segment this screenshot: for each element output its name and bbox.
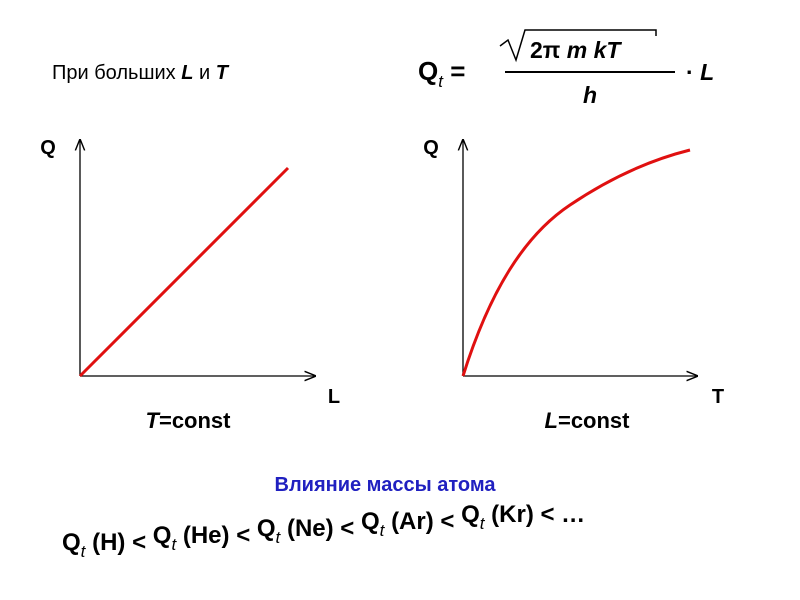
graph-caption: L=const (545, 408, 631, 433)
comparison-part: t (480, 514, 486, 533)
y-label-part: Q (40, 137, 56, 159)
sqrt-curve (461, 148, 691, 377)
graph-caption: T=const (146, 408, 232, 433)
graph-caption-part: const (172, 408, 231, 433)
condition-part: T (216, 62, 230, 84)
comparison-part: < (132, 529, 146, 556)
formula-lhs: Qt = (418, 56, 465, 93)
comparison-part: (H) (92, 529, 125, 556)
comparison-part: Q (361, 508, 380, 535)
formula-denominator: h (583, 82, 597, 108)
comparison-part: (Kr) (491, 501, 534, 528)
comparison-part: t (81, 542, 87, 561)
comparison-part: Q (461, 501, 480, 528)
comparison-part: < (340, 515, 354, 542)
comparison-part: t (276, 528, 282, 547)
comparison-part: Q (153, 522, 172, 549)
texts: При больших L и T Qt =2π m kTh· LQLT=cons… (40, 37, 724, 563)
comparison-part: (Ne) (287, 515, 334, 542)
comparison-part: < (236, 522, 250, 549)
y-label: Q (40, 137, 56, 159)
y-label-part: Q (423, 137, 439, 159)
comparison-part: Q (257, 515, 276, 542)
condition-part: и (199, 62, 210, 84)
formula-factor-part: · (686, 59, 694, 85)
graph-caption-part: = (558, 408, 571, 433)
x-label-part: L (328, 386, 340, 408)
graph-caption-part: L (545, 408, 558, 433)
comparison-part: … (561, 501, 585, 528)
formula-denominator-part: h (583, 82, 597, 108)
formula-numerator-part: 2π (530, 37, 560, 63)
x-label: L (328, 386, 340, 408)
comparison: Qt (H) < Qt (He) < Qt (Ne) < Qt (Ar) < Q… (62, 501, 585, 563)
graph-caption-part: const (571, 408, 630, 433)
comparison-part: Q (62, 529, 81, 556)
linear-curve (78, 166, 290, 378)
formula-numerator: 2π m kT (530, 37, 622, 63)
formula-factor: · L (686, 59, 714, 85)
comparison-part: < (540, 501, 554, 528)
y-label: Q (423, 137, 439, 159)
formula-lhs-part: = (450, 56, 465, 86)
heading: Влияние массы атома (275, 474, 497, 496)
formula-numerator-part: m kT (567, 37, 623, 63)
x-label: T (712, 386, 724, 408)
formula-factor-part: L (700, 59, 714, 85)
sqrt-sign (499, 29, 657, 63)
comparison-part: (He) (183, 522, 230, 549)
formula-lhs-part: Q (418, 56, 438, 86)
graph-caption-part: = (159, 408, 172, 433)
comparison-part: (Ar) (391, 508, 434, 535)
formula-lhs-part: t (438, 72, 444, 91)
comparison-part: t (171, 535, 177, 554)
comparison-part: t (380, 521, 386, 540)
condition: При больших L и T (52, 62, 230, 84)
heading-part: Влияние массы атома (275, 474, 497, 496)
x-label-part: T (712, 386, 724, 408)
condition-part: L (181, 62, 193, 84)
comparison-part: < (440, 508, 454, 535)
condition-part: При больших (52, 62, 176, 84)
graph-caption-part: T (146, 408, 161, 433)
